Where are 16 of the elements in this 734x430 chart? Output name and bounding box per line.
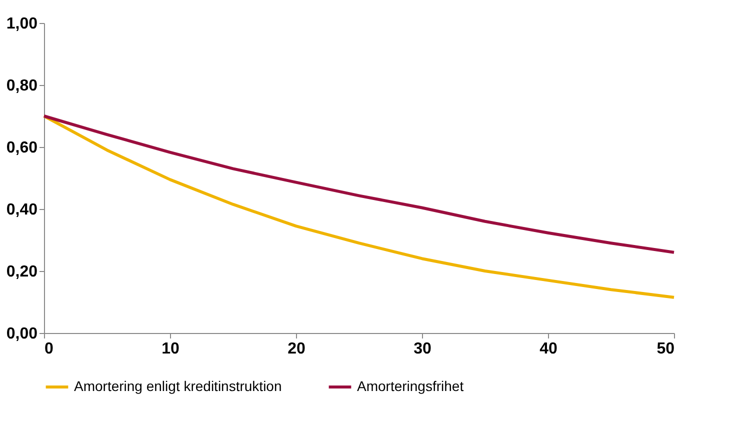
line-series — [42, 114, 676, 299]
line-series — [42, 114, 676, 254]
x-tick-label: 20 — [288, 340, 306, 358]
y-tick-label: 0,40 — [6, 202, 38, 218]
legend-label: Amorteringsfrihet — [357, 378, 464, 394]
x-tick-label: 0 — [44, 340, 54, 358]
legend-label: Amortering enligt kreditinstruktion — [74, 378, 282, 394]
y-tick-label: 1,00 — [6, 16, 38, 32]
x-tick-label: 40 — [540, 340, 558, 358]
y-tick-label: 0,20 — [6, 264, 38, 280]
y-tick-label: 0,60 — [6, 140, 38, 156]
x-tick-label: 10 — [162, 340, 180, 358]
x-tick-label: 30 — [414, 340, 432, 358]
y-tick-label: 0,00 — [6, 326, 38, 342]
y-tick-label: 0,80 — [6, 78, 38, 94]
x-tick-label: 50 — [656, 340, 675, 358]
